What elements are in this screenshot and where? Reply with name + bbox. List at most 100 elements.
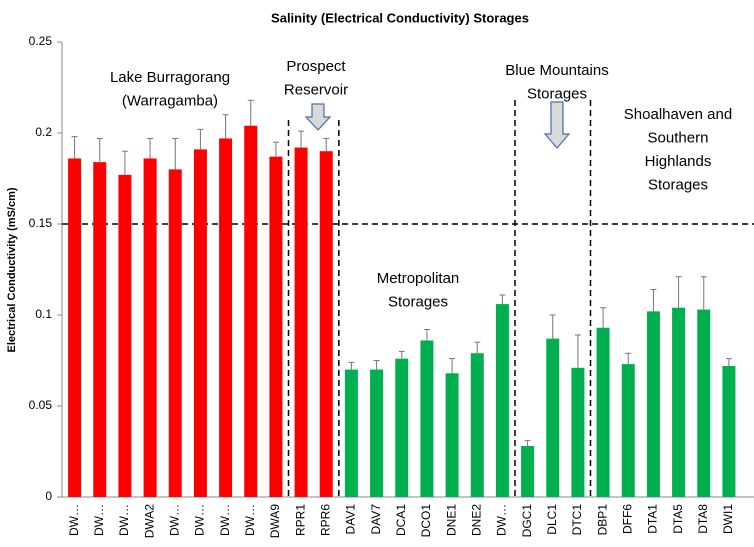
annotation: Storages xyxy=(388,293,448,310)
bar xyxy=(168,169,182,497)
annotation: Storages xyxy=(527,85,587,102)
x-tick-label: DGC1 xyxy=(520,504,534,538)
bar xyxy=(470,353,484,497)
error-bar xyxy=(398,350,405,359)
error-bar xyxy=(725,358,732,366)
x-tick-label: DW… xyxy=(218,504,232,536)
x-tick-label: DWA9 xyxy=(268,504,282,539)
error-bar xyxy=(121,150,128,175)
x-tick-label: DWA2 xyxy=(142,504,156,539)
annotation: (Warragamba) xyxy=(122,92,218,109)
y-tick-label: 0.15 xyxy=(29,216,53,230)
bar xyxy=(143,158,157,498)
annotation: Prospect xyxy=(286,58,346,75)
x-tick-label: DAV1 xyxy=(344,504,358,535)
bar xyxy=(646,311,660,497)
x-tick-label: DNE2 xyxy=(469,504,483,536)
bar xyxy=(395,358,409,497)
error-bar xyxy=(348,361,355,370)
y-axis-label: Electrical Conductivity (mS/cm) xyxy=(6,187,18,352)
bar xyxy=(193,149,207,497)
error-bar xyxy=(675,276,682,308)
error-bar xyxy=(650,289,657,312)
annotation: Blue Mountains xyxy=(505,62,608,79)
bar xyxy=(370,369,384,497)
x-tick-label: DLC1 xyxy=(545,504,559,535)
bar xyxy=(244,125,258,497)
x-tick-label: RPR1 xyxy=(293,504,307,536)
bar xyxy=(269,156,283,497)
y-tick-label: 0.25 xyxy=(29,34,53,48)
error-bar xyxy=(172,137,179,170)
bar xyxy=(294,147,308,497)
x-tick-label: DW… xyxy=(243,504,257,536)
error-bar xyxy=(298,130,305,148)
error-bar xyxy=(197,128,204,150)
bar xyxy=(621,364,635,497)
error-bar xyxy=(600,307,607,328)
y-tick-label: 0.05 xyxy=(29,398,53,412)
x-tick-label: DAV7 xyxy=(369,504,383,535)
annotation: Reservoir xyxy=(284,81,348,98)
bar xyxy=(93,162,107,497)
bar xyxy=(571,367,585,497)
bar xyxy=(521,446,535,497)
bar xyxy=(118,174,132,498)
error-bar xyxy=(499,294,506,305)
x-tick-label: DCA1 xyxy=(394,504,408,536)
error-bar xyxy=(272,141,279,157)
error-bar xyxy=(71,136,78,159)
x-tick-label: DW… xyxy=(67,504,81,536)
error-bar xyxy=(247,99,254,126)
bar xyxy=(546,338,560,497)
x-tick-label: DTC1 xyxy=(570,504,584,536)
annotation: Lake Burragorang xyxy=(110,69,230,86)
bar xyxy=(219,138,233,497)
bar xyxy=(319,151,333,497)
bar xyxy=(672,307,686,497)
annotation: Southern xyxy=(648,129,709,146)
annotation: Shoalhaven and xyxy=(624,106,732,123)
x-tick-label: DW… xyxy=(117,504,131,536)
bar xyxy=(697,309,711,497)
error-bar xyxy=(449,358,456,374)
arrow xyxy=(304,103,332,131)
x-tick-label: DW… xyxy=(92,504,106,536)
error-bar xyxy=(323,137,330,152)
error-bar xyxy=(549,314,556,339)
x-tick-label: DNE1 xyxy=(444,504,458,536)
x-tick-label: DTA5 xyxy=(671,504,685,534)
chart-title: Salinity (Electrical Conductivity) Stora… xyxy=(271,10,529,25)
error-bar xyxy=(96,137,103,163)
bar xyxy=(68,158,82,498)
arrow xyxy=(543,101,571,149)
bar xyxy=(722,365,736,497)
x-tick-label: DFF6 xyxy=(620,504,634,534)
error-bar xyxy=(524,440,531,447)
x-tick-label: RPR6 xyxy=(318,504,332,536)
x-tick-label: DCO1 xyxy=(419,504,433,538)
error-bar xyxy=(625,352,632,365)
x-tick-label: DW… xyxy=(167,504,181,536)
bar xyxy=(596,327,610,497)
x-tick-label: DW… xyxy=(495,504,509,536)
x-tick-label: DW… xyxy=(193,504,207,536)
x-tick-label: DWI1 xyxy=(721,504,735,534)
annotation: Storages xyxy=(648,176,708,193)
y-tick-label: 0.1 xyxy=(35,307,52,321)
error-bar xyxy=(700,276,707,310)
bar xyxy=(495,304,509,497)
error-bar xyxy=(373,360,380,370)
annotation: Metropolitan xyxy=(377,270,460,287)
bar xyxy=(344,369,358,497)
x-tick-label: DBP1 xyxy=(595,504,609,536)
x-tick-label: DTA1 xyxy=(646,504,660,534)
y-tick-label: 0.2 xyxy=(35,125,52,139)
error-bar xyxy=(574,334,581,368)
error-bar xyxy=(222,114,229,139)
bar xyxy=(420,340,434,497)
x-tick-label: DTA8 xyxy=(696,504,710,534)
error-bar xyxy=(147,137,154,159)
y-tick-label: 0 xyxy=(45,489,52,503)
